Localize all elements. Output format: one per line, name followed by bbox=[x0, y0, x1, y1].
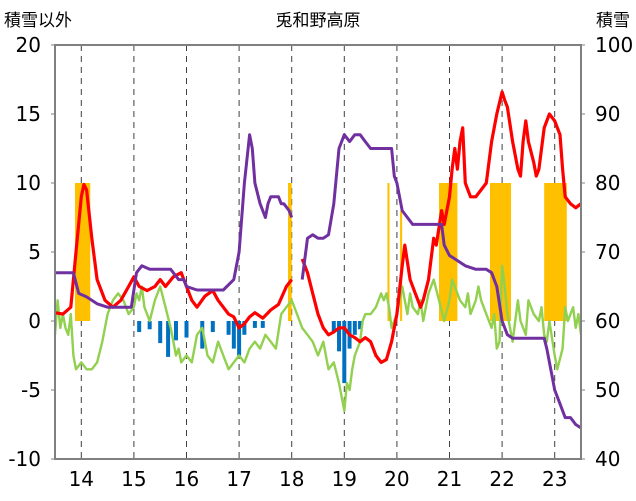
x-tick-label: 21 bbox=[437, 467, 462, 491]
left-tick-label: -5 bbox=[21, 378, 41, 402]
x-tick-label: 14 bbox=[69, 467, 94, 491]
right-tick-label: 60 bbox=[595, 309, 620, 333]
x-tick-label: 22 bbox=[489, 467, 514, 491]
right-axis-ticks: 100 90 80 70 60 50 40 bbox=[581, 33, 633, 471]
right-tick-label: 100 bbox=[595, 33, 633, 57]
left-tick-label: 5 bbox=[28, 240, 41, 264]
blue-bar bbox=[358, 321, 363, 330]
blue-bar bbox=[210, 321, 215, 333]
right-axis-label: 積雪 bbox=[596, 11, 630, 31]
x-tick-label: 20 bbox=[384, 467, 409, 491]
snow-bar bbox=[288, 183, 292, 321]
x-tick-label: 19 bbox=[332, 467, 357, 491]
blue-bar bbox=[331, 321, 336, 333]
blue-bar bbox=[166, 321, 171, 357]
blue-bar bbox=[260, 321, 265, 328]
x-tick-label: 15 bbox=[121, 467, 146, 491]
blue-bar bbox=[200, 321, 205, 349]
vertical-gridlines bbox=[80, 45, 556, 459]
blue-bar bbox=[173, 321, 178, 341]
purple-series-line bbox=[300, 133, 582, 430]
x-axis-ticks: 14 15 16 17 18 19 20 21 22 23 bbox=[69, 467, 568, 491]
red-series-line bbox=[300, 90, 582, 364]
snow-bars bbox=[74, 183, 567, 321]
left-axis-ticks: 20 15 10 5 0 -5 -10 bbox=[8, 33, 55, 471]
blue-bar bbox=[231, 321, 236, 349]
x-tick-label: 17 bbox=[226, 467, 251, 491]
blue-bar bbox=[184, 321, 189, 338]
blue-bars bbox=[137, 321, 363, 384]
left-tick-label: 0 bbox=[28, 309, 41, 333]
blue-bar bbox=[252, 321, 257, 328]
right-tick-label: 70 bbox=[595, 240, 620, 264]
blue-bar bbox=[226, 321, 231, 335]
left-tick-label: -10 bbox=[8, 447, 41, 471]
right-tick-label: 90 bbox=[595, 102, 620, 126]
left-tick-label: 10 bbox=[16, 171, 41, 195]
left-tick-label: 20 bbox=[16, 33, 41, 57]
blue-bar bbox=[237, 321, 242, 356]
right-tick-label: 50 bbox=[595, 378, 620, 402]
blue-bar bbox=[342, 321, 347, 384]
snow-bar bbox=[387, 183, 390, 321]
red-series-line bbox=[54, 182, 293, 330]
blue-bar bbox=[147, 321, 152, 330]
x-tick-label: 18 bbox=[279, 467, 304, 491]
blue-bar bbox=[158, 321, 163, 344]
right-tick-label: 40 bbox=[595, 447, 620, 471]
x-tick-label: 23 bbox=[542, 467, 567, 491]
purple-series-line bbox=[55, 133, 294, 309]
blue-bar bbox=[242, 321, 247, 335]
right-tick-label: 80 bbox=[595, 171, 620, 195]
x-tick-label: 16 bbox=[174, 467, 199, 491]
snow-bar bbox=[544, 183, 567, 321]
blue-bar bbox=[337, 321, 342, 352]
blue-bar bbox=[137, 321, 142, 333]
left-tick-label: 15 bbox=[16, 102, 41, 126]
left-axis-label: 積雪以外 bbox=[4, 11, 72, 31]
series-lines bbox=[53, 90, 583, 430]
chart-title: 兎和野高原 bbox=[275, 11, 361, 31]
blue-bar bbox=[352, 321, 357, 335]
